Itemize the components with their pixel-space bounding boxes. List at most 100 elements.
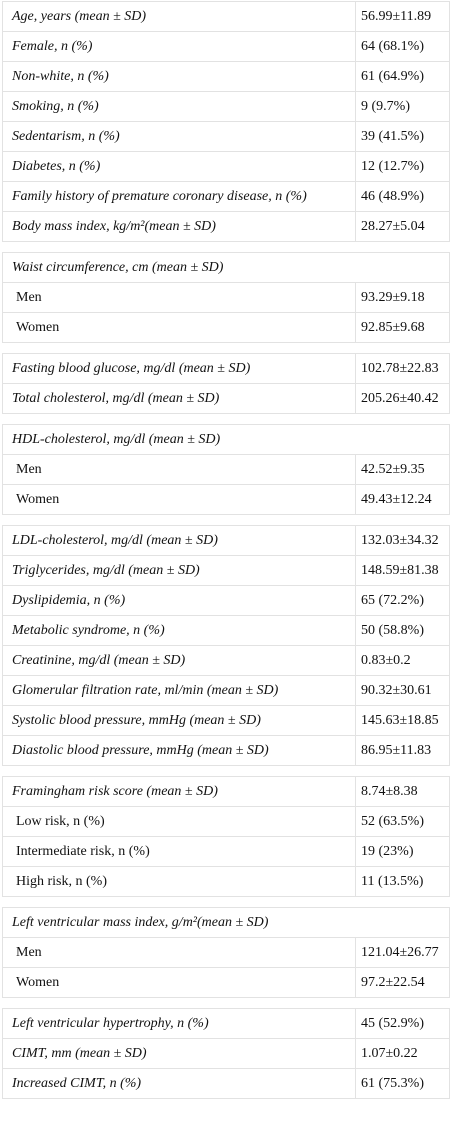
row-label: Women <box>2 484 356 515</box>
spacer-cell <box>2 413 450 425</box>
row-value: 97.2±22.54 <box>355 967 450 998</box>
table-row: Body mass index, kg/m²(mean ± SD) 28.27±5… <box>2 211 450 242</box>
row-label: Intermediate risk, n (%) <box>2 836 356 867</box>
table-row: Women 49.43±12.24 <box>2 484 450 515</box>
table-row: Systolic blood pressure, mmHg (mean ± SD… <box>2 705 450 736</box>
spacer-cell <box>2 241 450 253</box>
table-row: Glomerular filtration rate, ml/min (mean… <box>2 675 450 706</box>
spacer-row <box>2 413 450 425</box>
table-row: Non-white, n (%) 61 (64.9%) <box>2 61 450 92</box>
table-row: Family history of premature coronary dis… <box>2 181 450 212</box>
table-row: Fasting blood glucose, mg/dl (mean ± SD)… <box>2 353 450 384</box>
row-value: 205.26±40.42 <box>355 383 450 414</box>
row-label: Non-white, n (%) <box>2 61 356 92</box>
spacer-row <box>2 896 450 908</box>
spacer-cell <box>2 997 450 1009</box>
row-value: 19 (23%) <box>355 836 450 867</box>
row-value: 132.03±34.32 <box>355 525 450 556</box>
spacer-cell <box>2 896 450 908</box>
row-value: 56.99±11.89 <box>355 1 450 32</box>
row-value: 45 (52.9%) <box>355 1008 450 1039</box>
row-label: Women <box>2 967 356 998</box>
row-label: Low risk, n (%) <box>2 806 356 837</box>
table-row: Creatinine, mg/dl (mean ± SD) 0.83±0.2 <box>2 645 450 676</box>
row-label: Dyslipidemia, n (%) <box>2 585 356 616</box>
row-label: Systolic blood pressure, mmHg (mean ± SD… <box>2 705 356 736</box>
table-row: CIMT, mm (mean ± SD) 1.07±0.22 <box>2 1038 450 1069</box>
row-label: Men <box>2 454 356 485</box>
spacer-row <box>2 765 450 777</box>
table-row: Left ventricular hypertrophy, n (%) 45 (5… <box>2 1008 450 1039</box>
row-label: Smoking, n (%) <box>2 91 356 122</box>
table-row: Men 42.52±9.35 <box>2 454 450 485</box>
row-label: Total cholesterol, mg/dl (mean ± SD) <box>2 383 356 414</box>
row-value: 145.63±18.85 <box>355 705 450 736</box>
table-row: Diastolic blood pressure, mmHg (mean ± S… <box>2 735 450 766</box>
row-value: 86.95±11.83 <box>355 735 450 766</box>
table-row: Triglycerides, mg/dl (mean ± SD) 148.59±8… <box>2 555 450 586</box>
row-value: 64 (68.1%) <box>355 31 450 62</box>
table-row: Men 93.29±9.18 <box>2 282 450 313</box>
row-label: Sedentarism, n (%) <box>2 121 356 152</box>
table-row: Age, years (mean ± SD) 56.99±11.89 <box>2 1 450 32</box>
row-value: 28.27±5.04 <box>355 211 450 242</box>
spacer-row <box>2 997 450 1009</box>
row-label: Waist circumference, cm (mean ± SD) <box>2 252 450 283</box>
table-row: Dyslipidemia, n (%) 65 (72.2%) <box>2 585 450 616</box>
characteristics-table: Age, years (mean ± SD) 56.99±11.89 Female,… <box>2 1 450 1099</box>
table-row: Low risk, n (%) 52 (63.5%) <box>2 806 450 837</box>
row-label: Men <box>2 282 356 313</box>
row-value: 42.52±9.35 <box>355 454 450 485</box>
row-value: 52 (63.5%) <box>355 806 450 837</box>
row-value: 1.07±0.22 <box>355 1038 450 1069</box>
row-label: Diastolic blood pressure, mmHg (mean ± S… <box>2 735 356 766</box>
row-value: 121.04±26.77 <box>355 937 450 968</box>
spacer-cell <box>2 342 450 354</box>
table-row: Left ventricular mass index, g/m²(mean ±… <box>2 907 450 938</box>
row-value: 8.74±8.38 <box>355 776 450 807</box>
row-value: 9 (9.7%) <box>355 91 450 122</box>
row-label: CIMT, mm (mean ± SD) <box>2 1038 356 1069</box>
row-value: 102.78±22.83 <box>355 353 450 384</box>
table-row: Men 121.04±26.77 <box>2 937 450 968</box>
row-label: Triglycerides, mg/dl (mean ± SD) <box>2 555 356 586</box>
table-row: High risk, n (%) 11 (13.5%) <box>2 866 450 897</box>
table-row: Smoking, n (%) 9 (9.7%) <box>2 91 450 122</box>
row-label: Glomerular filtration rate, ml/min (mean… <box>2 675 356 706</box>
table-row: Framingham risk score (mean ± SD) 8.74±8.… <box>2 776 450 807</box>
table-row: Increased CIMT, n (%) 61 (75.3%) <box>2 1068 450 1099</box>
table-row: Intermediate risk, n (%) 19 (23%) <box>2 836 450 867</box>
row-value: 148.59±81.38 <box>355 555 450 586</box>
row-value: 49.43±12.24 <box>355 484 450 515</box>
row-label: Men <box>2 937 356 968</box>
row-value: 61 (64.9%) <box>355 61 450 92</box>
row-value: 46 (48.9%) <box>355 181 450 212</box>
row-value: 11 (13.5%) <box>355 866 450 897</box>
row-label: Left ventricular mass index, g/m²(mean ±… <box>2 907 450 938</box>
row-label: Female, n (%) <box>2 31 356 62</box>
row-value: 92.85±9.68 <box>355 312 450 343</box>
table-row: Metabolic syndrome, n (%) 50 (58.8%) <box>2 615 450 646</box>
table-row: Women 97.2±22.54 <box>2 967 450 998</box>
row-value: 61 (75.3%) <box>355 1068 450 1099</box>
row-label: Diabetes, n (%) <box>2 151 356 182</box>
spacer-row <box>2 514 450 526</box>
row-value: 0.83±0.2 <box>355 645 450 676</box>
table-row: Waist circumference, cm (mean ± SD) <box>2 252 450 283</box>
spacer-row <box>2 342 450 354</box>
row-label: Body mass index, kg/m²(mean ± SD) <box>2 211 356 242</box>
spacer-cell <box>2 765 450 777</box>
table-row: Sedentarism, n (%) 39 (41.5%) <box>2 121 450 152</box>
table-row: Women 92.85±9.68 <box>2 312 450 343</box>
row-value: 50 (58.8%) <box>355 615 450 646</box>
row-value: 93.29±9.18 <box>355 282 450 313</box>
table-row: Female, n (%) 64 (68.1%) <box>2 31 450 62</box>
row-label: Age, years (mean ± SD) <box>2 1 356 32</box>
table-row: LDL-cholesterol, mg/dl (mean ± SD) 132.03… <box>2 525 450 556</box>
row-label: Family history of premature coronary dis… <box>2 181 356 212</box>
row-label: Increased CIMT, n (%) <box>2 1068 356 1099</box>
row-label: Left ventricular hypertrophy, n (%) <box>2 1008 356 1039</box>
row-value: 65 (72.2%) <box>355 585 450 616</box>
row-value: 39 (41.5%) <box>355 121 450 152</box>
